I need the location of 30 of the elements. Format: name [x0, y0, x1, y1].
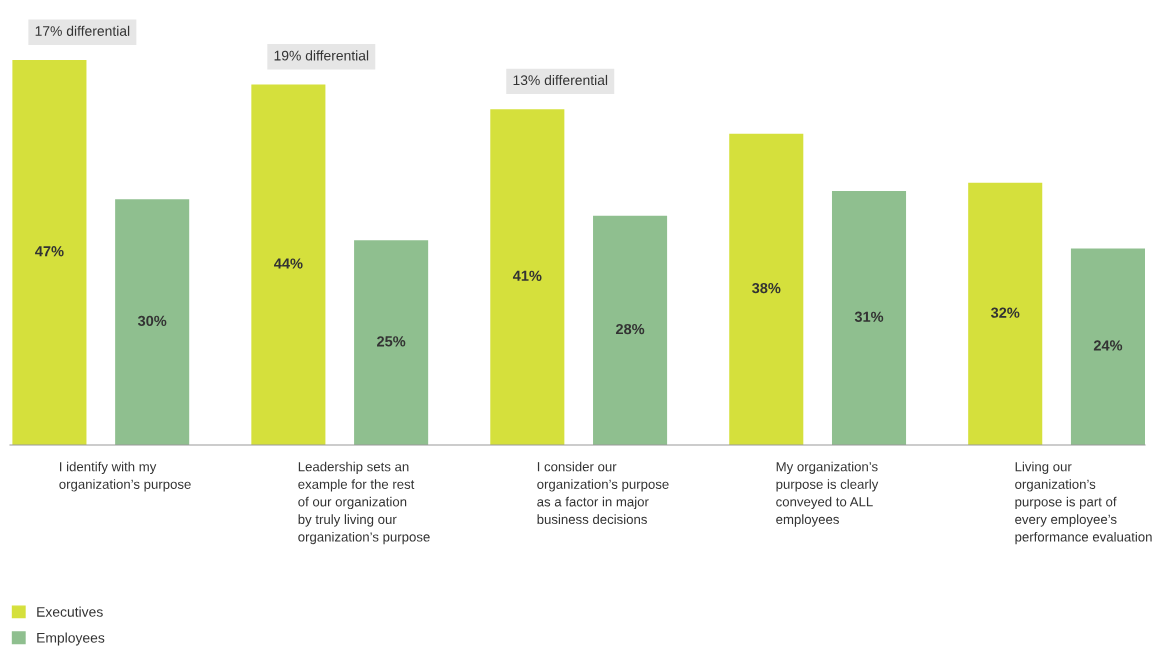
- bar: [729, 133, 804, 445]
- bar: [968, 182, 1043, 445]
- bar: [1070, 248, 1145, 445]
- data-label: 41%: [512, 270, 542, 281]
- data-label: 47%: [35, 246, 64, 257]
- bar: [251, 84, 326, 445]
- data-label: 24%: [1093, 340, 1123, 351]
- annotation: 19% differential: [274, 50, 369, 61]
- data-label: 32%: [990, 307, 1020, 318]
- bar: [354, 240, 429, 445]
- bar: [12, 60, 87, 445]
- x-tick-label: My organization’s purpose is clearly conveyed to ALL employees: [776, 461, 879, 527]
- data-label: 31%: [854, 311, 884, 322]
- x-tick-label: I identify with my organization’s purpose: [59, 461, 191, 492]
- text: 17% differential: [35, 25, 130, 36]
- x-tick-label: I consider our organization’s purpose as a factor in major business decisions: [537, 461, 669, 525]
- x-tick-label: Leadership sets an example for the rest of our organization by truly living our organization’s purpose: [298, 461, 430, 545]
- legend-label: Employees: [37, 632, 105, 646]
- annotation: 13% differential: [513, 74, 608, 86]
- data-label: 30%: [137, 315, 167, 327]
- data-label: 38%: [752, 282, 781, 294]
- bar: [115, 199, 190, 445]
- data-label: 44%: [274, 258, 303, 269]
- data-label: 25%: [377, 336, 406, 347]
- bar: [490, 109, 565, 445]
- bar: [593, 215, 668, 445]
- legend-label: Executives: [37, 606, 103, 617]
- bar: [831, 191, 907, 445]
- data-label: 28%: [615, 323, 645, 335]
- x-tick-label: Living our organization’s purpose is part of every employee’s performance evaluation: [1015, 461, 1152, 545]
